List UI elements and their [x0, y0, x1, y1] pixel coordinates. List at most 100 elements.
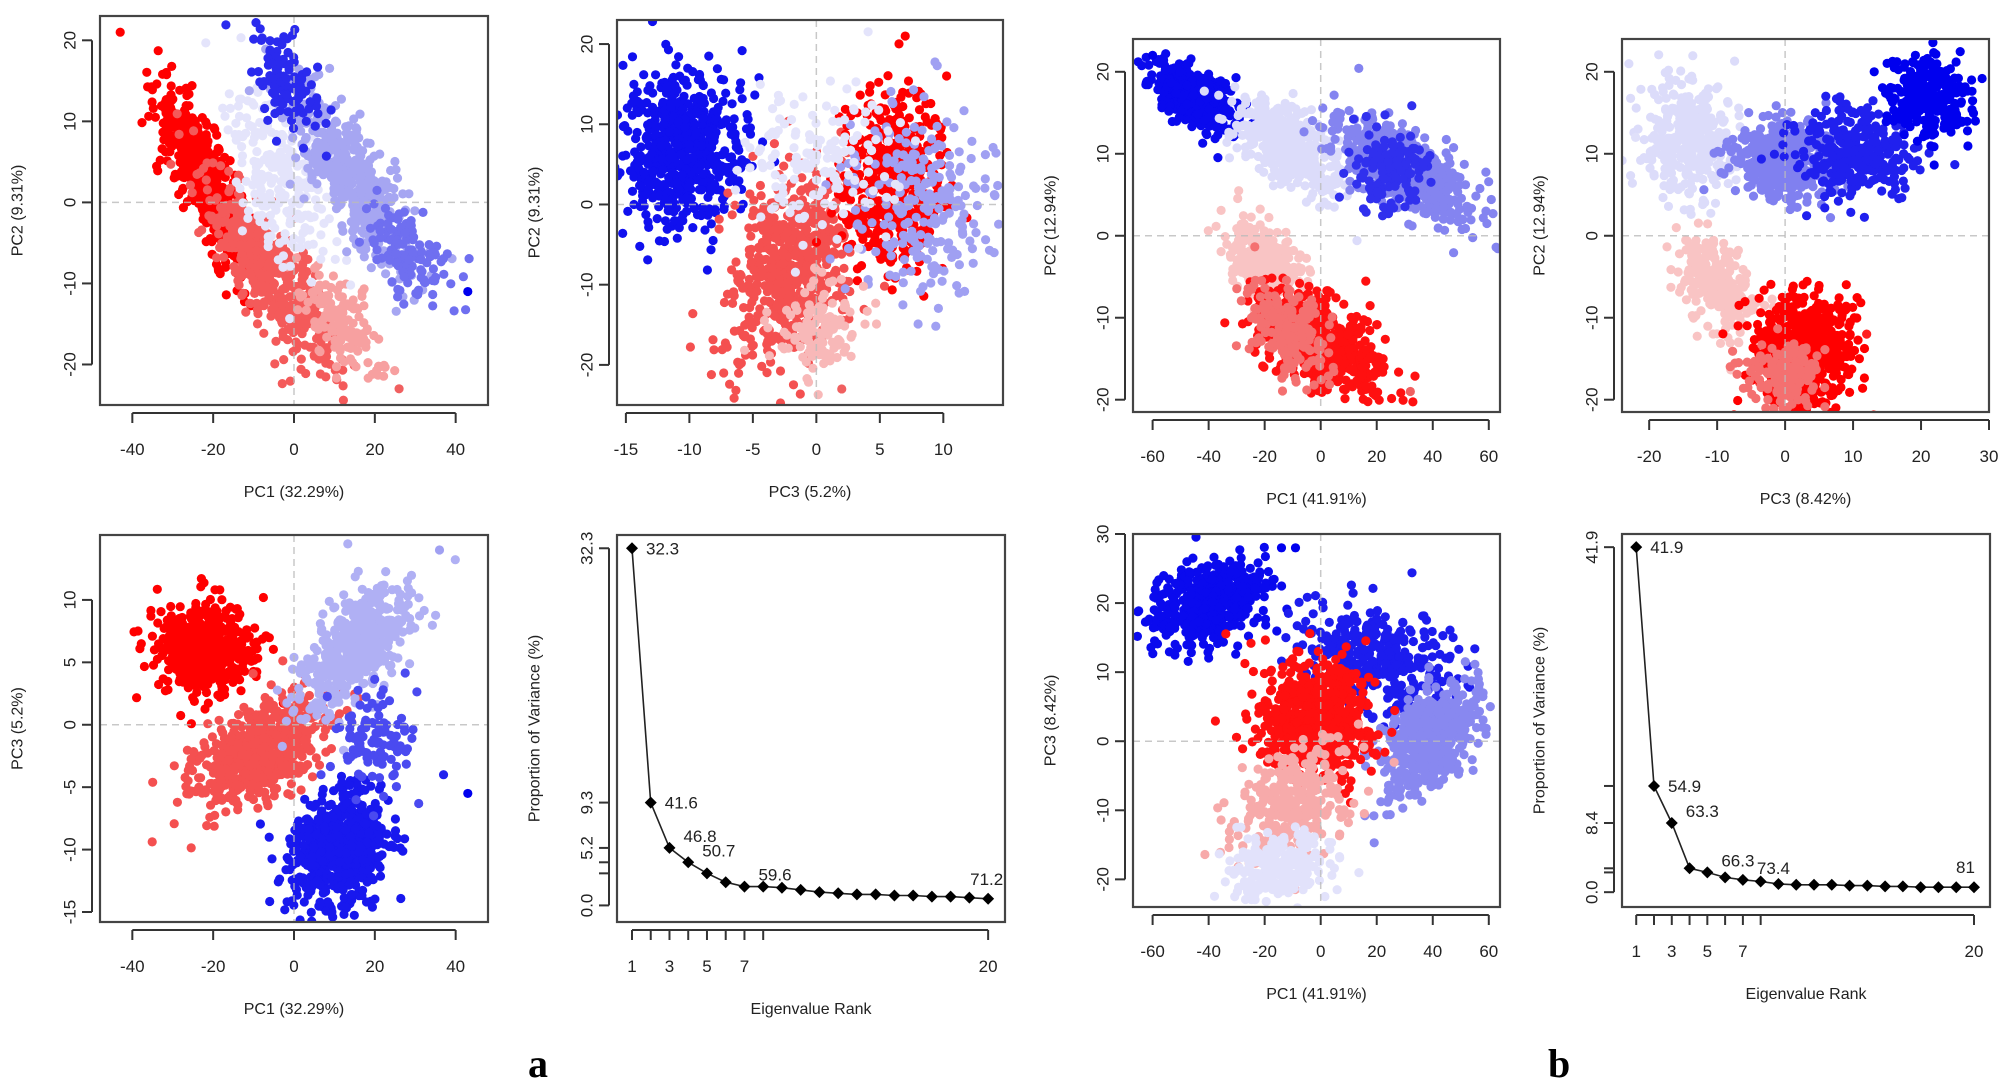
scatter-point [966, 153, 976, 164]
scatter-point [852, 264, 863, 274]
scatter-point [775, 398, 786, 405]
scatter-point [293, 183, 304, 193]
scatter-point [739, 303, 749, 313]
scatter-point [295, 292, 306, 302]
scatter-point [923, 238, 933, 248]
scatter-point [329, 184, 339, 194]
scatter-point [698, 114, 708, 124]
scatter-point [353, 216, 363, 226]
scatter-point [285, 179, 295, 189]
scatter-point [629, 79, 639, 89]
scatter-point [849, 105, 859, 115]
scatter-point [413, 285, 424, 295]
scatter-point [330, 117, 340, 128]
scatter-point [784, 152, 795, 162]
scatter-point [825, 76, 836, 86]
scatter-point [696, 96, 706, 106]
scatter-point [236, 33, 246, 43]
scatter-point [241, 307, 251, 317]
scatter-point [770, 233, 781, 243]
scatter-point [674, 52, 684, 62]
scatter-point [913, 319, 923, 329]
scatter-point [352, 124, 362, 134]
scatter-point [959, 209, 969, 219]
scatter-point [846, 351, 856, 361]
x-tick-label: 20 [365, 440, 384, 459]
scatter-point [676, 149, 686, 159]
scatter-point [381, 269, 391, 279]
scatter-point [409, 232, 419, 242]
scatter-point [667, 168, 677, 178]
scatter-point [898, 101, 908, 112]
scatter-point [755, 79, 765, 89]
scatter-point [744, 245, 754, 255]
scatter-point [318, 246, 328, 256]
scatter-point [706, 154, 717, 164]
scatter-point [362, 138, 372, 148]
scatter-point [729, 393, 739, 403]
scatter-point [840, 104, 851, 114]
scatter-point [341, 128, 351, 138]
scatter-point [661, 88, 672, 98]
scatter-point [692, 107, 702, 117]
scatter-point [924, 201, 935, 211]
scatter-point [712, 107, 722, 117]
scatter-point [756, 212, 766, 222]
scatter-point [201, 117, 211, 127]
x-tick-label: -10 [677, 440, 702, 459]
scatter-point [709, 132, 720, 142]
scatter-point [845, 307, 855, 317]
scatter-point [212, 147, 222, 157]
scatter-point [910, 136, 921, 146]
scatter-point [345, 301, 355, 311]
scatter-point [906, 266, 916, 276]
scatter-point [765, 282, 775, 293]
scatter-point [365, 223, 376, 233]
scatter-point [185, 156, 195, 167]
scatter-point [763, 323, 773, 333]
scatter-point [714, 224, 724, 234]
scatter-point [236, 264, 246, 274]
scatter-point [968, 258, 978, 268]
scatter-point [160, 686, 170, 696]
scatter-point [874, 77, 884, 87]
scatter-point [355, 338, 365, 348]
scatter-point [945, 184, 955, 194]
scatter-point [274, 184, 284, 195]
scatter-point [166, 90, 176, 100]
scatter-point [147, 837, 157, 847]
scatter-point [852, 131, 862, 141]
scatter-point [989, 248, 999, 258]
scatter-point [276, 4, 285, 13]
scatter-point [898, 267, 908, 277]
scatter-point [324, 214, 334, 224]
scatter-point [916, 230, 926, 240]
scatter-point [428, 275, 438, 286]
scatter-point [708, 335, 718, 345]
scatter-point [704, 51, 714, 61]
scatter-point [220, 690, 230, 700]
scatter-point [202, 158, 212, 168]
scatter-point [281, 90, 292, 100]
scatter-point [858, 234, 868, 244]
scatter-point [924, 146, 934, 156]
scatter-point [263, 151, 274, 161]
scatter-point [181, 109, 191, 120]
scatter-point [279, 355, 289, 365]
scatter-point [718, 119, 728, 129]
scatter-point [832, 177, 842, 187]
scatter-point [331, 373, 342, 383]
scatter-point [277, 40, 287, 50]
scatter-point [206, 608, 216, 618]
scatter-point [361, 204, 372, 214]
scatter-point [688, 309, 698, 319]
scatter-point [775, 96, 786, 106]
scatter-point [296, 214, 306, 224]
scatter-point [712, 64, 723, 74]
scatter-point [990, 191, 1000, 201]
scatter-point [196, 582, 206, 592]
scatter-point [217, 238, 227, 248]
scatter-point [811, 118, 821, 128]
scatter-point [617, 110, 623, 120]
scatter-point [785, 208, 795, 218]
